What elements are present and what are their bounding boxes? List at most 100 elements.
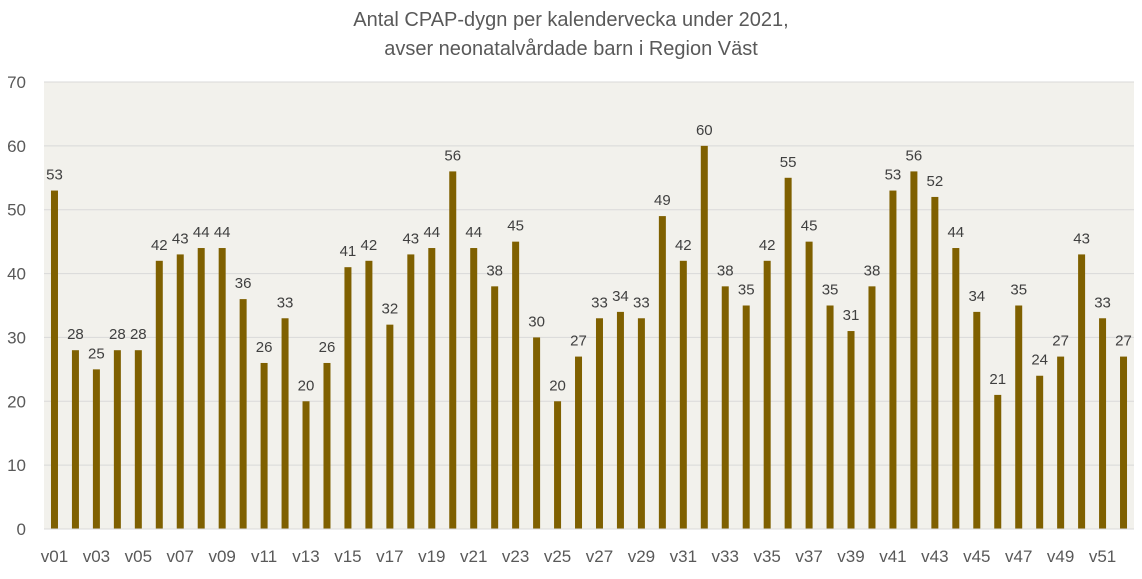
bar-v09 — [218, 248, 226, 529]
bar-v03 — [92, 369, 100, 529]
x-tick-label-v35: v35 — [753, 547, 780, 566]
data-label-v29: 33 — [633, 294, 650, 311]
bar-v44 — [952, 248, 960, 529]
y-tick-label: 20 — [7, 392, 26, 411]
data-label-v39: 31 — [843, 307, 860, 324]
bar-v10 — [239, 299, 247, 529]
bar-v02 — [71, 350, 79, 529]
x-tick-label-v09: v09 — [208, 547, 235, 566]
bar-v24 — [533, 337, 541, 529]
chart-title: Antal CPAP-dygn per kalendervecka under … — [0, 6, 1142, 64]
data-label-v20: 56 — [444, 147, 461, 164]
data-label-v44: 44 — [947, 224, 964, 241]
chart-title-line-1: Antal CPAP-dygn per kalendervecka under … — [353, 9, 789, 31]
x-tick-label-v19: v19 — [418, 547, 445, 566]
bar-v41 — [889, 190, 897, 530]
data-label-v36: 55 — [780, 154, 797, 171]
bar-v23 — [512, 241, 520, 529]
bar-v49 — [1057, 356, 1065, 529]
data-label-v13: 20 — [298, 377, 315, 394]
data-label-v23: 45 — [507, 218, 524, 235]
data-label-v49: 27 — [1052, 333, 1069, 350]
data-label-v28: 34 — [612, 288, 629, 305]
bar-v14 — [323, 362, 331, 529]
bar-v15 — [344, 267, 352, 529]
y-tick-label: 60 — [7, 137, 26, 156]
data-label-v22: 38 — [486, 262, 503, 279]
bar-v37 — [805, 241, 813, 529]
bar-v35 — [763, 260, 771, 529]
x-tick-label-v33: v33 — [712, 547, 739, 566]
data-label-v51: 33 — [1094, 294, 1111, 311]
bar-v11 — [260, 362, 268, 529]
bar-v20 — [449, 171, 457, 529]
data-label-v02: 28 — [67, 326, 84, 343]
chart-subtitle: avser neonatalvårdade barn i Region Väst — [384, 38, 758, 60]
x-tick-label-v31: v31 — [670, 547, 697, 566]
x-tick-label-v03: v03 — [83, 547, 110, 566]
data-label-v17: 32 — [382, 301, 399, 318]
bar-v45 — [973, 311, 981, 529]
data-label-v19: 44 — [423, 224, 440, 241]
x-tick-label-v37: v37 — [795, 547, 822, 566]
data-label-v11: 26 — [256, 339, 273, 356]
y-tick-label: 70 — [7, 73, 26, 92]
x-tick-label-v43: v43 — [921, 547, 948, 566]
data-label-v06: 42 — [151, 237, 168, 254]
x-tick-label-v23: v23 — [502, 547, 529, 566]
data-label-v24: 30 — [528, 313, 545, 330]
x-tick-label-v15: v15 — [334, 547, 361, 566]
data-label-v52: 27 — [1115, 333, 1132, 350]
bar-v28 — [616, 311, 624, 529]
data-label-v45: 34 — [968, 288, 985, 305]
data-label-v26: 27 — [570, 333, 587, 350]
bar-v50 — [1078, 254, 1086, 529]
data-label-v48: 24 — [1031, 352, 1048, 369]
bar-v29 — [637, 318, 645, 529]
bar-v26 — [575, 356, 583, 529]
plot-area — [44, 82, 1134, 529]
data-label-v42: 56 — [906, 147, 923, 164]
bar-v07 — [176, 254, 184, 529]
bar-v27 — [595, 318, 603, 529]
bar-v22 — [491, 286, 499, 529]
data-label-v07: 43 — [172, 230, 189, 247]
data-label-v32: 60 — [696, 122, 713, 139]
x-tick-label-v49: v49 — [1047, 547, 1074, 566]
data-label-v41: 53 — [885, 167, 902, 184]
data-label-v33: 38 — [717, 262, 734, 279]
bar-v13 — [302, 401, 310, 529]
data-label-v40: 38 — [864, 262, 881, 279]
bar-v01 — [50, 190, 58, 530]
data-label-v12: 33 — [277, 294, 294, 311]
x-tick-label-v41: v41 — [879, 547, 906, 566]
bar-v12 — [281, 318, 289, 529]
y-tick-label: 50 — [7, 201, 26, 220]
data-label-v38: 35 — [822, 282, 839, 299]
bar-v04 — [113, 350, 121, 529]
x-tick-label-v39: v39 — [837, 547, 864, 566]
bar-v43 — [931, 196, 939, 529]
data-label-v15: 41 — [340, 243, 357, 260]
x-tick-label-v47: v47 — [1005, 547, 1032, 566]
data-label-v35: 42 — [759, 237, 776, 254]
bar-v19 — [428, 248, 436, 529]
x-tick-label-v45: v45 — [963, 547, 990, 566]
x-tick-label-v51: v51 — [1089, 547, 1116, 566]
data-label-v46: 21 — [989, 371, 1006, 388]
data-label-v27: 33 — [591, 294, 608, 311]
bar-v51 — [1099, 318, 1107, 529]
data-label-v31: 42 — [675, 237, 692, 254]
bar-v39 — [847, 331, 855, 529]
bar-v08 — [197, 248, 205, 529]
data-label-v01: 53 — [46, 167, 63, 184]
bar-v46 — [994, 394, 1002, 529]
bar-v48 — [1036, 375, 1044, 529]
bar-v47 — [1015, 305, 1023, 529]
data-label-v09: 44 — [214, 224, 231, 241]
x-tick-label-v01: v01 — [41, 547, 68, 566]
data-label-v14: 26 — [319, 339, 336, 356]
data-label-v43: 52 — [927, 173, 944, 190]
bar-v25 — [554, 401, 562, 529]
